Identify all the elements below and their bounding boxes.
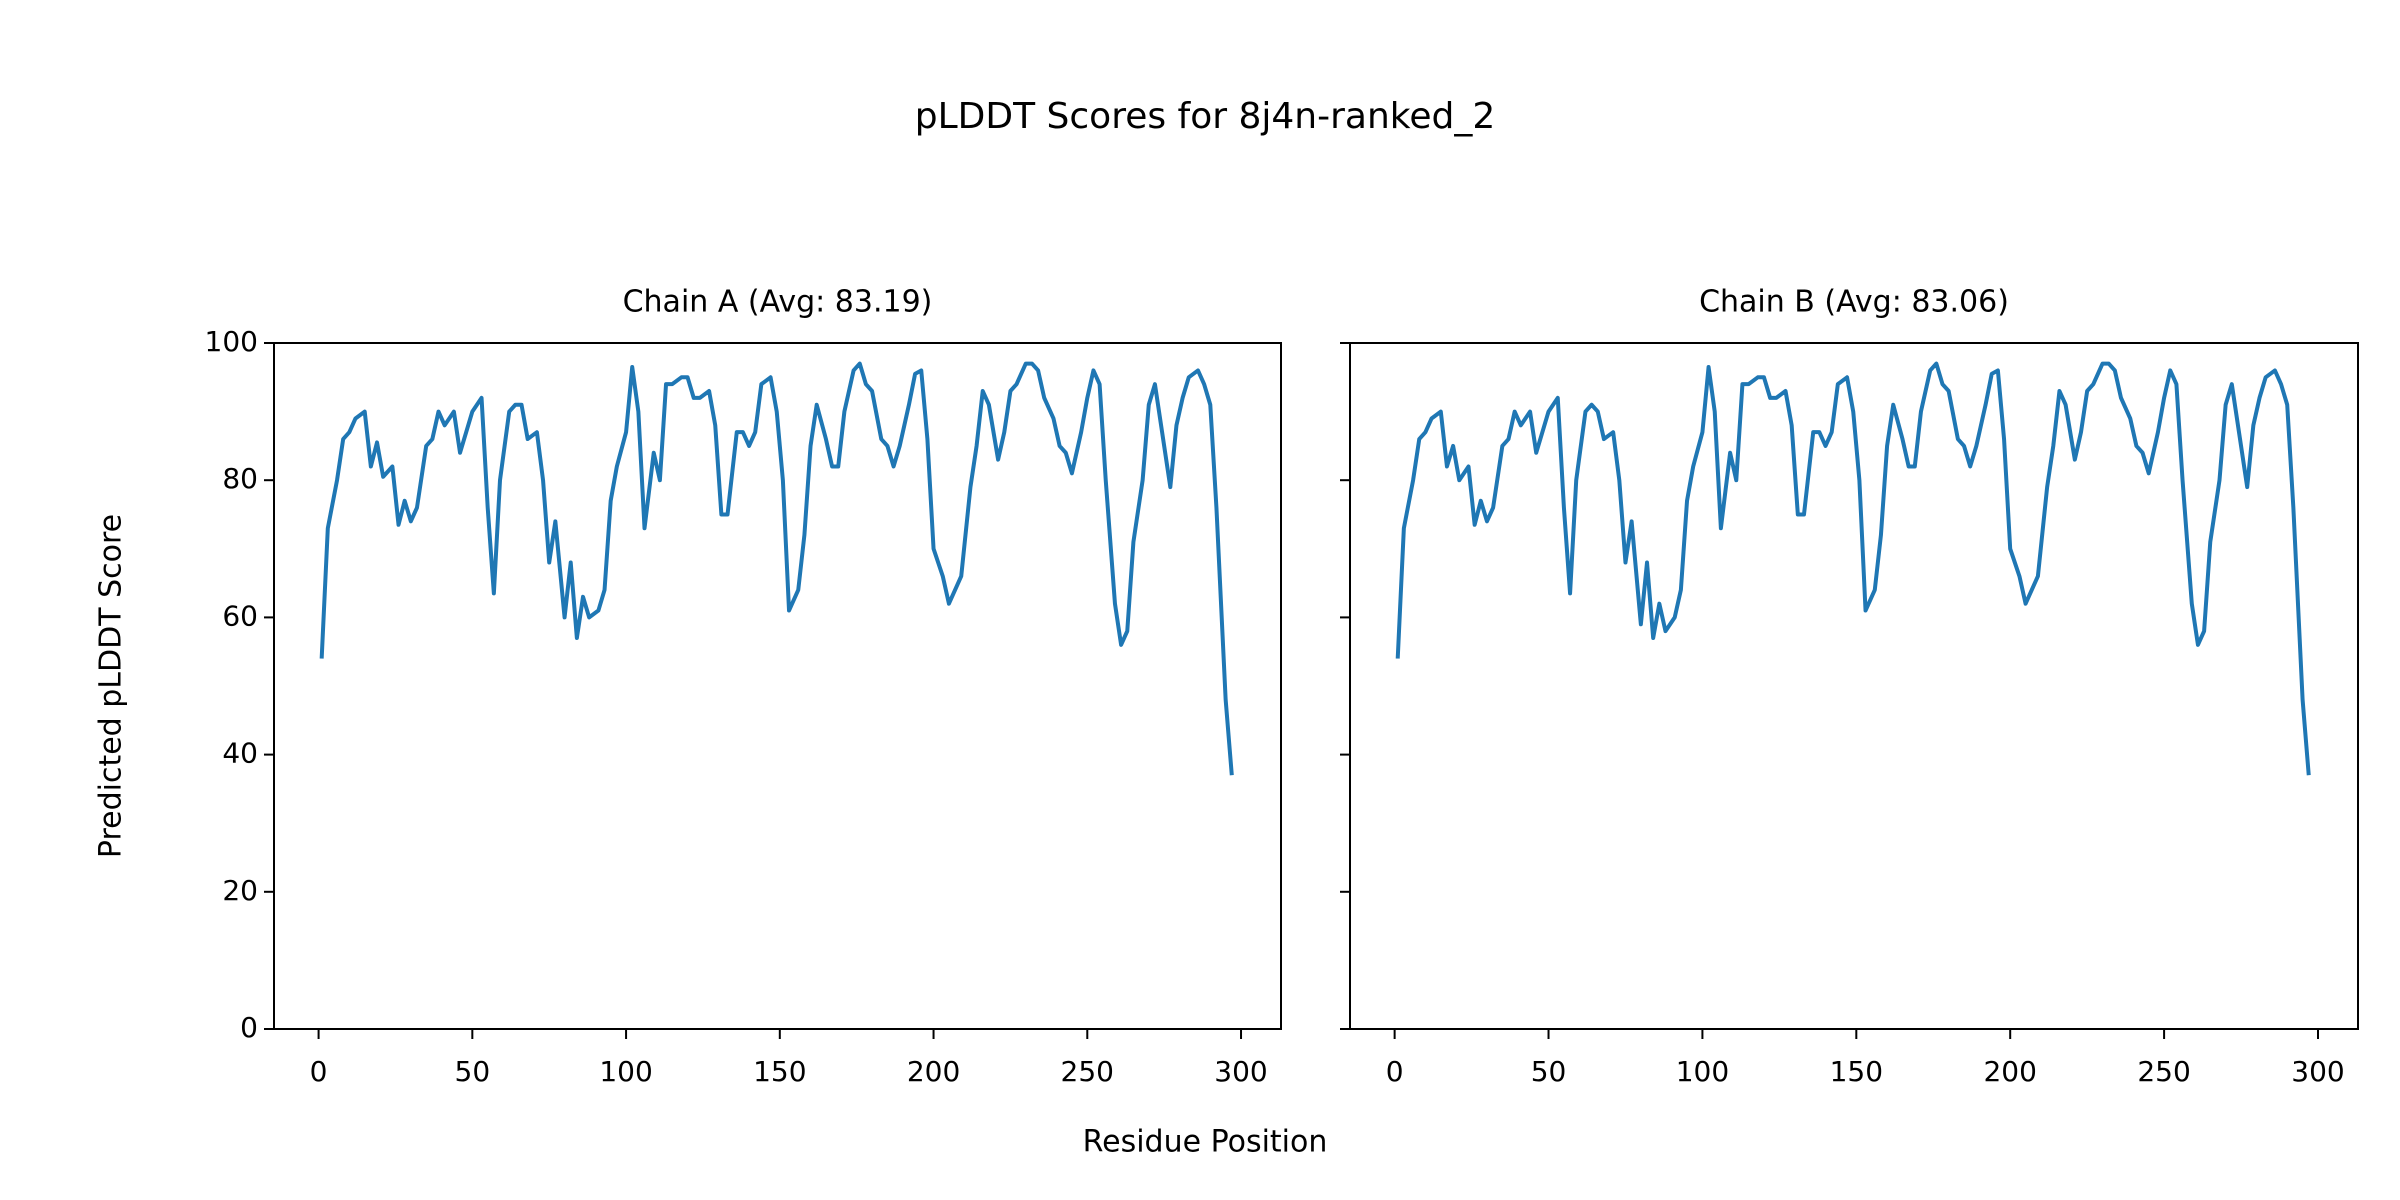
axes-frame: [1349, 342, 2359, 1030]
y-tick-label: 40: [222, 737, 258, 770]
x-tick-label: 100: [1676, 1055, 1729, 1088]
x-axis-label: Residue Position: [1083, 1125, 1328, 1160]
x-tick-label: 200: [1983, 1055, 2036, 1088]
y-tick-label: 0: [240, 1011, 258, 1044]
x-tick-label: 0: [1386, 1055, 1404, 1088]
y-tick-label: 100: [205, 325, 258, 358]
x-tick-label: 0: [310, 1055, 328, 1088]
figure-title: pLDDT Scores for 8j4n-ranked_2: [915, 96, 1496, 137]
y-tick-label: 80: [222, 462, 258, 495]
y-tick-label: 60: [222, 599, 258, 632]
x-tick-label: 150: [1830, 1055, 1883, 1088]
line-series: [1395, 361, 2311, 776]
x-tick-label: 50: [1531, 1055, 1567, 1088]
x-tick-label: 150: [753, 1055, 806, 1088]
x-tick-label: 300: [2291, 1055, 2344, 1088]
x-tick-label: 100: [599, 1055, 652, 1088]
x-tick-label: 250: [1061, 1055, 1114, 1088]
subplot-title: Chain A (Avg: 83.19): [623, 285, 933, 320]
line-series: [319, 361, 1234, 776]
y-tick-label: 20: [222, 874, 258, 907]
axes-frame: [273, 342, 1282, 1030]
x-tick-label: 200: [907, 1055, 960, 1088]
x-tick-label: 300: [1214, 1055, 1267, 1088]
x-tick-label: 250: [2137, 1055, 2190, 1088]
x-tick-label: 50: [455, 1055, 491, 1088]
subplot-title: Chain B (Avg: 83.06): [1699, 285, 2009, 320]
y-axis-label: Predicted pLDDT Score: [94, 514, 129, 858]
